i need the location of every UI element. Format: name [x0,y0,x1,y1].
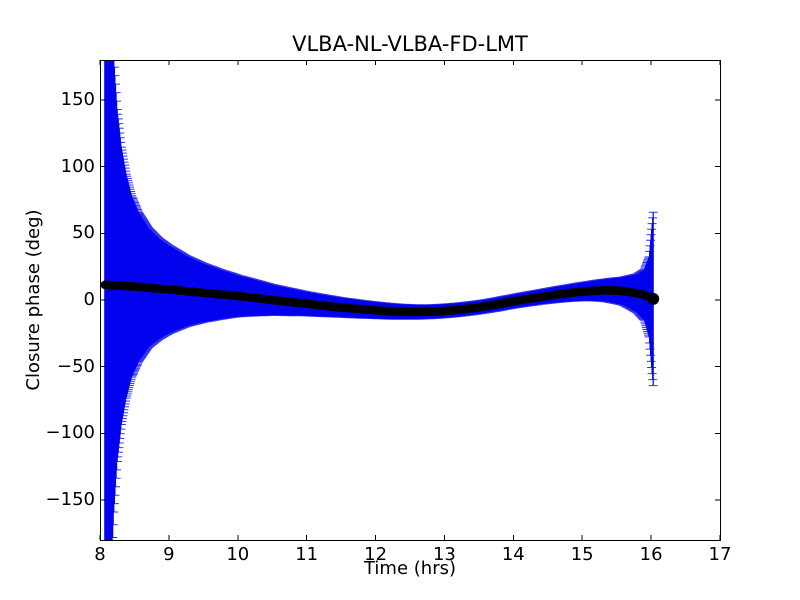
x-axis-label: Time (hrs) [363,558,456,579]
errorbar-caps [108,66,658,538]
y-axis-label: Closure phase (deg) [23,209,44,391]
last-point-marker [647,292,660,305]
plot-title: VLBA-NL-VLBA-FD-LMT [292,32,528,56]
axes-spines [100,60,721,541]
errorbar-lines [104,60,654,540]
model-curve [100,280,658,317]
